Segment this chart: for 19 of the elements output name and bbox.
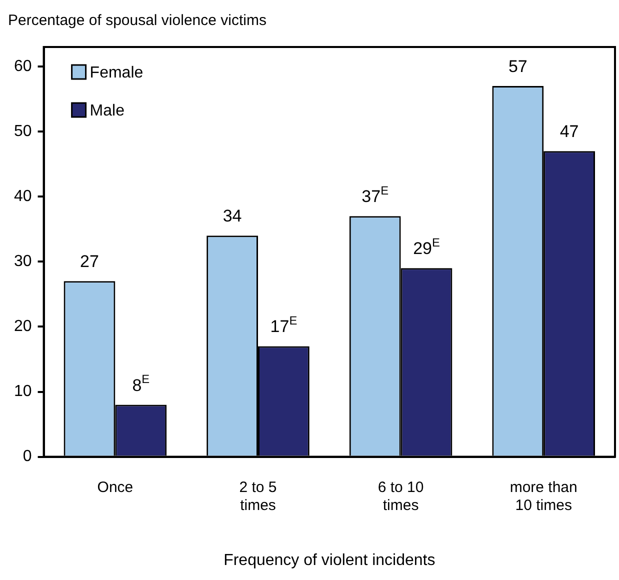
x-tick-label: more than 10 times	[510, 478, 578, 514]
data-label: 47	[560, 122, 579, 142]
y-tick-label: 10	[14, 383, 32, 400]
y-tick-label: 50	[14, 122, 32, 140]
data-label: 27	[80, 252, 99, 272]
legend-label: Female	[90, 64, 144, 82]
x-axis-title: Frequency of violent incidents	[224, 552, 436, 569]
x-tick-label: Once	[97, 478, 134, 496]
x-tick-label: 2 to 5 times	[239, 478, 277, 514]
y-tick-label: 30	[14, 253, 32, 270]
data-label: 57	[508, 57, 528, 76]
x-tick-label: 6 to 10 times	[378, 478, 424, 514]
y-tick-label: 60	[14, 58, 32, 75]
y-axis-title: Percentage of spousal violence victims	[8, 12, 266, 29]
y-tick-label: 20	[14, 318, 32, 336]
data-label: 34	[222, 206, 242, 226]
y-tick-label: 0	[22, 448, 32, 466]
legend-label: Male	[90, 102, 125, 120]
y-tick-label: 40	[14, 188, 32, 206]
